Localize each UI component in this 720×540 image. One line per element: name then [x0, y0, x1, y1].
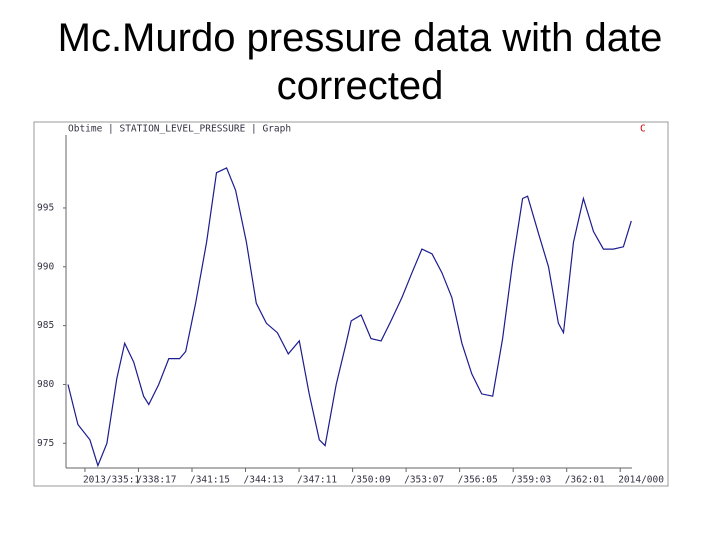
x-tick-label: 2014/000: [618, 475, 664, 486]
y-tick-label: 985: [37, 320, 54, 331]
x-tick-label: /353:07: [404, 475, 444, 486]
chart-header: Obtime | STATION_LEVEL_PRESSURE | Graph: [68, 124, 291, 135]
y-tick-label: 990: [37, 261, 54, 272]
x-tick-label: /359:03: [511, 475, 551, 486]
y-tick-label: 995: [37, 202, 54, 213]
x-tick-label: 2013/335:1: [83, 475, 140, 486]
x-tick-label: /356:05: [458, 475, 498, 486]
y-tick-label: 975: [37, 438, 54, 449]
x-tick-label: /362:01: [565, 475, 605, 486]
slide-title: Mc.Murdo pressure data with date correct…: [57, 16, 663, 108]
x-tick-label: /350:09: [351, 475, 391, 486]
x-tick-label: /347:11: [297, 475, 337, 486]
chart-header-flag: C: [640, 124, 646, 135]
chart-frame: [33, 121, 669, 487]
y-tick-label: 980: [37, 379, 54, 390]
x-tick-label: /344:13: [244, 475, 284, 486]
x-tick-label: /341:15: [190, 475, 230, 486]
x-tick-label: /338:17: [136, 475, 176, 486]
pressure-line: [67, 167, 632, 468]
